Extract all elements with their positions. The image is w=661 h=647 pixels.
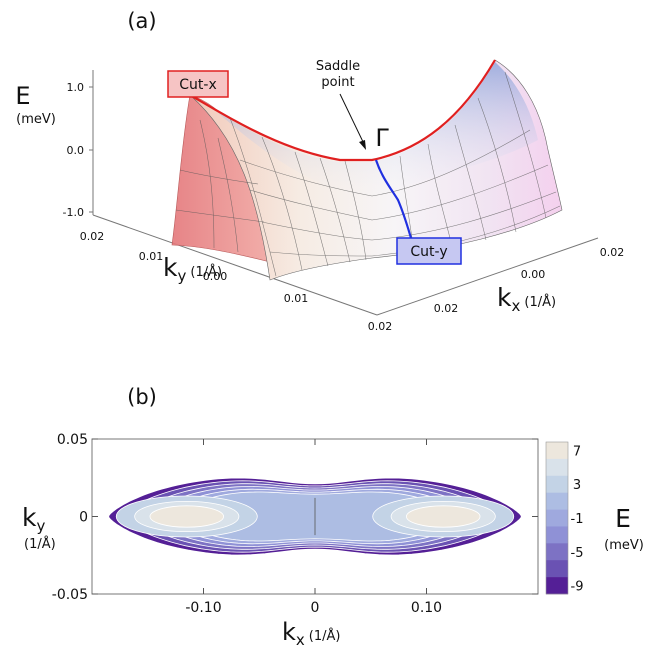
surface-blue-shade [215,62,538,200]
cut-y-curve [374,159,413,239]
x-tick-label: -0.10 [185,600,221,616]
ky-tick-label: 0.01 [284,292,309,305]
e-tick-label: 0.0 [67,144,85,157]
saddle-arrow-line [339,93,366,147]
panel-a: (a) 1.0 0.0 -1.0 E (meV) 0.02 0.01 0.00 … [15,9,624,333]
ky-tick-label: 0.02 [80,230,105,243]
colorbar-unit: (meV) [604,538,644,553]
colorbar-swatch [546,560,568,578]
colorbar-tick-label: 7 [573,444,581,459]
contour-lobe [406,505,481,528]
ky-tick-label: 0.01 [139,250,164,263]
cut-y-label: Cut-y [410,244,447,260]
e-tick-label: 1.0 [67,81,85,94]
colorbar-tick-label: 3 [573,478,581,493]
kx-axis-line [376,237,599,316]
saddle-label-line2: point [321,75,354,90]
panel-b: (b) -0.10 0 0.10 0.05 0 -0.05 kx (1/Å) ky… [22,385,644,647]
saddle-label-line1: Saddle [316,59,360,74]
colorbar-swatch [546,577,568,595]
colorbar [545,441,569,595]
e-axis-symbol: E [15,82,30,110]
colorbar-tick-label: -1 [571,512,584,527]
y-tick-label: 0.05 [57,432,88,448]
x-tick-label: 0.10 [411,600,442,616]
kx-axis-title: kx (1/Å) [497,283,556,315]
colorbar-tick-label: -9 [571,580,584,595]
colorbar-swatch [546,526,568,544]
ky-axis-title: ky (1/Å) [163,253,222,285]
colorbar-swatch [546,442,568,460]
y-tick-label: 0 [79,510,88,526]
ky-tick-label: 0.02 [368,320,393,333]
cut-x-label: Cut-x [179,77,216,93]
e-axis-unit: (meV) [16,112,56,127]
contour-lobe [149,505,224,528]
ky-axis-line [92,214,378,316]
kx-tick-label: 0.02 [434,302,459,315]
cut-y-box [396,237,462,265]
x-tick-label: 0 [311,600,320,616]
surface-mesh [175,71,561,277]
y-tick-label: -0.05 [52,587,88,603]
axis-ticks [92,438,538,595]
cut-x-curve [189,59,496,162]
gamma-label: Γ [375,124,389,152]
kx-tick-label: 0.00 [521,268,546,281]
saddle-arrow-head [359,140,366,150]
colorbar-title: E [615,504,631,533]
y-axis-title: ky [22,503,45,535]
cut-x-box [167,70,229,98]
colorbar-frame [545,441,569,595]
colorbar-tick-label: -5 [571,546,584,561]
panel-b-label: (b) [127,385,157,409]
kx-tick-label: 0.02 [600,246,625,259]
colorbar-swatch [546,458,568,477]
y-axis-unit: (1/Å) [24,536,56,552]
x-axis-title: kx (1/Å) [282,618,340,647]
ky-tick-label: 0.00 [203,270,228,283]
panel-a-label: (a) [127,9,156,33]
colorbar-swatch [546,543,568,561]
e-tick-label: -1.0 [63,206,84,219]
colorbar-swatch [546,492,568,510]
colorbar-swatch [546,475,568,493]
colorbar-swatch [546,509,568,527]
